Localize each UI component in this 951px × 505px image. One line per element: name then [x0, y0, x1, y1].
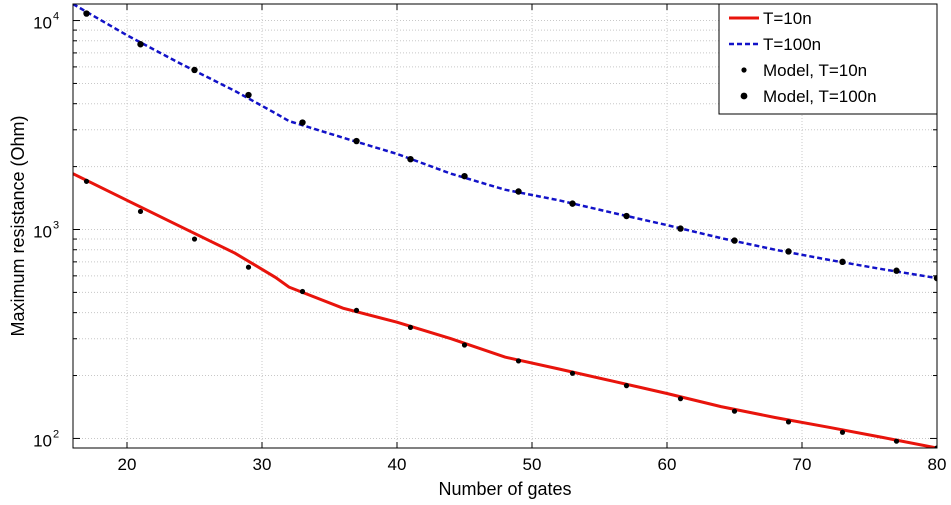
data-point-model-t-100n	[461, 172, 468, 180]
legend-label-model-t-100n: Model, T=100n	[763, 87, 877, 106]
data-point-model-t-10n	[731, 408, 738, 414]
y-tick-label-exponent: 4	[53, 11, 59, 23]
data-point-model-t-10n	[137, 208, 144, 215]
data-point-model-t-100n	[515, 188, 522, 195]
legend-label-t-10n: T=10n	[763, 9, 812, 28]
legend-label-model-t-10n: Model, T=10n	[763, 61, 867, 80]
data-point-model-t-100n	[839, 258, 846, 266]
y-tick-label-exponent: 3	[53, 219, 59, 231]
data-point-model-t-100n	[191, 66, 198, 74]
data-point-model-t-10n	[623, 383, 630, 389]
data-point-model-t-10n	[515, 358, 522, 364]
data-point-model-t-100n	[785, 248, 792, 255]
data-point-model-t-10n	[785, 419, 792, 425]
data-point-model-t-10n	[245, 264, 252, 270]
x-axis-label: Number of gates	[438, 479, 571, 499]
data-point-model-t-10n	[83, 178, 90, 184]
data-point-model-t-100n	[933, 274, 937, 282]
y-tick-label: 10	[33, 222, 52, 241]
series-line-t-10n	[73, 172, 937, 448]
data-point-model-t-100n	[731, 237, 738, 244]
legend-label-t-100n: T=100n	[763, 35, 821, 54]
data-point-model-t-10n	[407, 324, 414, 330]
data-point-model-t-100n	[83, 10, 90, 17]
legend-swatch-model-t-100n	[740, 92, 748, 100]
data-point-model-t-100n	[623, 212, 630, 220]
data-point-model-t-100n	[353, 137, 360, 145]
y-tick-label: 10	[33, 431, 52, 450]
legend-box	[718, 3, 938, 115]
data-point-model-t-10n	[934, 445, 937, 448]
plot-frame	[72, 3, 938, 449]
x-tick-label: 60	[658, 455, 677, 474]
data-point-model-t-100n	[299, 119, 306, 126]
data-point-model-t-100n	[407, 155, 414, 163]
data-point-model-t-100n	[893, 267, 900, 274]
y-axis-label: Maximum resistance (Ohm)	[8, 115, 28, 336]
data-point-model-t-10n	[839, 429, 846, 435]
y-tick-label: 10	[33, 14, 52, 33]
data-point-model-t-10n	[893, 438, 900, 444]
data-point-model-t-100n	[245, 91, 252, 99]
data-point-model-t-100n	[137, 41, 144, 48]
data-point-model-t-10n	[191, 236, 198, 242]
x-tick-label: 20	[118, 455, 137, 474]
legend-swatch-model-t-10n	[741, 67, 747, 73]
data-point-model-t-10n	[677, 396, 684, 402]
data-point-model-t-10n	[353, 307, 360, 313]
data-point-model-t-100n	[677, 225, 684, 232]
x-tick-label: 40	[388, 455, 407, 474]
data-point-model-t-10n	[299, 288, 306, 295]
series-layer	[73, 4, 937, 448]
data-point-model-t-100n	[569, 200, 576, 207]
data-point-model-t-10n	[569, 370, 576, 376]
x-tick-label: 30	[253, 455, 272, 474]
legend: T=10n T=100n Model, T=10n Model, T=100n	[718, 3, 938, 115]
x-tick-label: 80	[928, 455, 947, 474]
x-tick-label: 50	[523, 455, 542, 474]
data-point-model-t-10n	[461, 342, 468, 348]
y-tick-label-exponent: 2	[53, 428, 59, 440]
series-line-t-100n	[73, 4, 937, 280]
x-tick-label: 70	[793, 455, 812, 474]
